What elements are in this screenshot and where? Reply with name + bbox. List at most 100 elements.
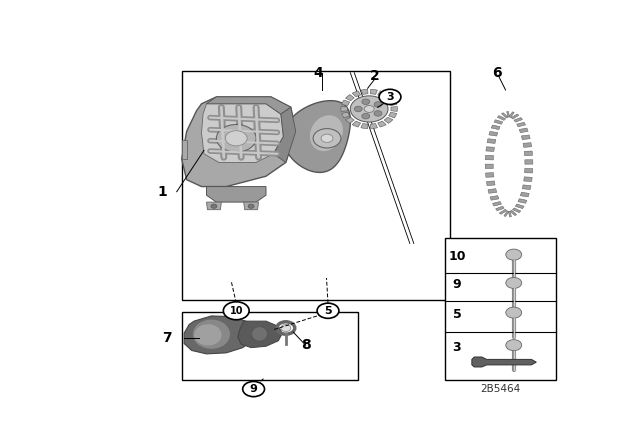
Polygon shape [508, 211, 511, 217]
Wedge shape [352, 91, 361, 97]
Polygon shape [510, 210, 516, 215]
Text: 2B5464: 2B5464 [480, 384, 520, 394]
Circle shape [506, 307, 522, 318]
Text: 5: 5 [452, 308, 461, 321]
Polygon shape [499, 209, 507, 214]
Ellipse shape [195, 324, 221, 345]
Polygon shape [522, 185, 531, 190]
Polygon shape [273, 107, 296, 163]
Circle shape [506, 277, 522, 289]
Circle shape [364, 105, 374, 112]
Polygon shape [284, 101, 350, 172]
Wedge shape [388, 112, 397, 118]
Polygon shape [182, 97, 296, 186]
Polygon shape [184, 316, 256, 354]
Wedge shape [378, 91, 386, 97]
Circle shape [362, 99, 370, 104]
Polygon shape [514, 117, 522, 122]
Polygon shape [494, 120, 503, 124]
Bar [182, 71, 449, 301]
Text: 3: 3 [452, 341, 461, 354]
Wedge shape [361, 124, 368, 129]
Polygon shape [515, 204, 524, 209]
Text: 4: 4 [313, 66, 323, 80]
Polygon shape [513, 208, 521, 213]
Text: 9: 9 [250, 384, 257, 394]
Polygon shape [485, 164, 493, 168]
Polygon shape [486, 172, 494, 177]
Text: 7: 7 [162, 332, 172, 345]
Polygon shape [525, 160, 533, 164]
Polygon shape [492, 125, 500, 129]
Polygon shape [486, 181, 495, 185]
Circle shape [374, 111, 382, 116]
Circle shape [506, 249, 522, 260]
Polygon shape [489, 131, 498, 136]
Wedge shape [346, 95, 355, 101]
Wedge shape [352, 121, 361, 127]
Polygon shape [520, 192, 529, 197]
Polygon shape [202, 104, 284, 163]
Circle shape [374, 102, 382, 107]
Wedge shape [391, 107, 397, 112]
Circle shape [211, 204, 217, 208]
Circle shape [350, 96, 388, 122]
Circle shape [223, 302, 249, 320]
Circle shape [216, 125, 256, 152]
Polygon shape [310, 115, 343, 151]
Wedge shape [378, 121, 386, 127]
Polygon shape [490, 196, 499, 200]
Circle shape [317, 303, 339, 319]
Bar [182, 313, 358, 380]
Polygon shape [486, 147, 494, 151]
Polygon shape [507, 112, 509, 117]
Polygon shape [472, 357, 536, 367]
Polygon shape [485, 155, 493, 160]
Text: 2: 2 [371, 69, 380, 83]
Polygon shape [516, 122, 525, 127]
Polygon shape [518, 199, 527, 203]
Polygon shape [207, 186, 266, 202]
Polygon shape [207, 202, 221, 210]
Text: 1: 1 [157, 185, 166, 199]
Polygon shape [244, 202, 259, 210]
Wedge shape [371, 124, 378, 129]
Wedge shape [341, 107, 348, 112]
Polygon shape [509, 112, 514, 117]
Wedge shape [388, 100, 397, 106]
Text: 10: 10 [230, 306, 243, 316]
Polygon shape [523, 143, 532, 147]
Polygon shape [493, 202, 501, 206]
Polygon shape [511, 114, 519, 119]
Polygon shape [501, 113, 508, 118]
Circle shape [379, 89, 401, 104]
Polygon shape [207, 97, 291, 114]
Circle shape [313, 129, 341, 148]
Circle shape [248, 204, 254, 208]
Polygon shape [182, 140, 187, 159]
Polygon shape [524, 177, 532, 181]
Polygon shape [495, 206, 504, 211]
Polygon shape [519, 128, 528, 133]
Circle shape [355, 106, 362, 112]
Wedge shape [371, 89, 378, 95]
Circle shape [225, 131, 247, 146]
Polygon shape [504, 211, 509, 216]
Text: 9: 9 [452, 279, 461, 292]
Text: 6: 6 [492, 66, 502, 80]
Circle shape [281, 324, 291, 332]
Wedge shape [342, 112, 349, 118]
Polygon shape [525, 168, 532, 173]
Text: 5: 5 [324, 306, 332, 316]
Circle shape [506, 340, 522, 351]
Polygon shape [524, 151, 532, 155]
Wedge shape [342, 100, 349, 106]
Wedge shape [384, 117, 393, 123]
Circle shape [243, 382, 264, 396]
Polygon shape [497, 116, 506, 121]
Circle shape [362, 113, 370, 119]
Polygon shape [487, 139, 496, 143]
Text: 8: 8 [301, 338, 310, 352]
Polygon shape [237, 321, 282, 348]
Wedge shape [346, 117, 355, 123]
